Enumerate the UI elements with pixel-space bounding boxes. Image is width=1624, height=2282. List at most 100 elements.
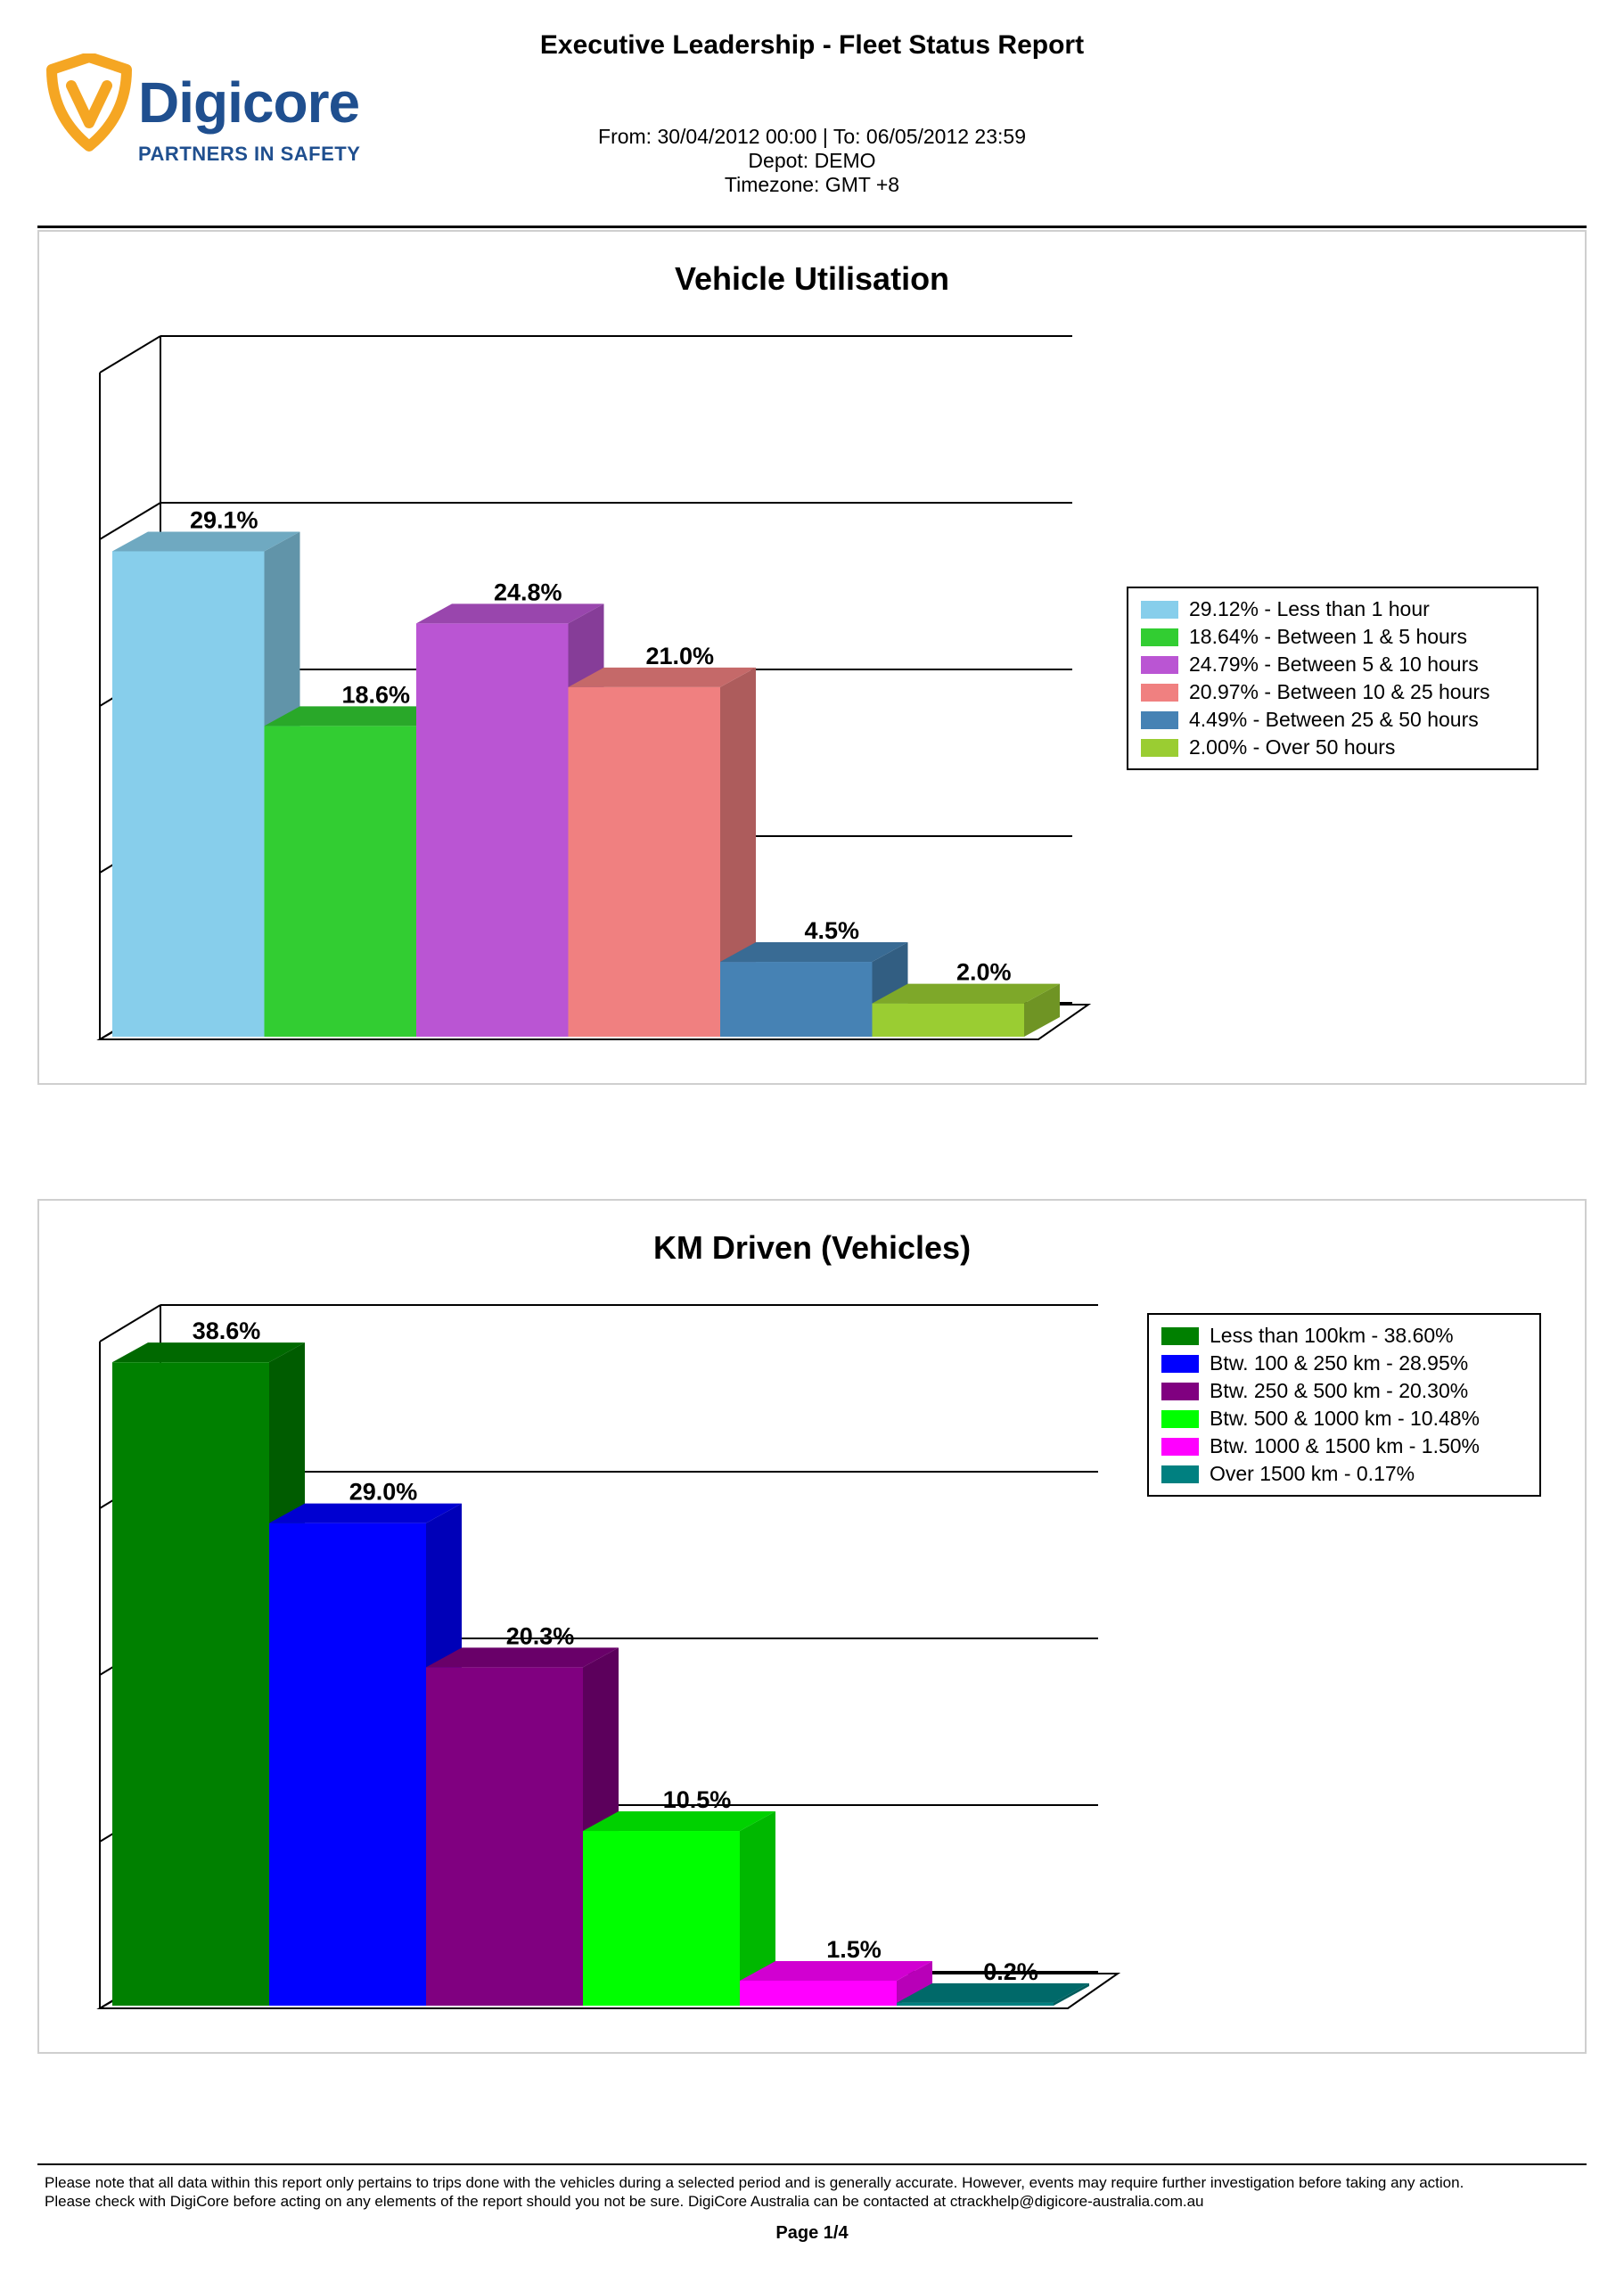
vehicle-utilisation-legend: 29.12% - Less than 1 hour 18.64% - Betwee… <box>1127 587 1538 770</box>
legend-item: Btw. 1000 & 1500 km - 1.50% <box>1161 1432 1527 1460</box>
footer-note-line-1: Please note that all data within this re… <box>45 2174 1464 2191</box>
bar-top <box>583 1811 775 1832</box>
data-label: 4.5% <box>804 917 859 944</box>
vehicle-utilisation-panel: Vehicle Utilisation 29.1% 18.6% 24.8% 21.0%… <box>37 230 1587 1085</box>
legend-item: Btw. 100 & 250 km - 28.95% <box>1161 1350 1527 1377</box>
logo-brand-text: Digicore <box>138 70 360 135</box>
legend-swatch <box>1161 1410 1199 1428</box>
bar-top <box>426 1647 619 1668</box>
bar <box>897 2002 1054 2006</box>
bar <box>269 1523 426 2006</box>
legend-item: 29.12% - Less than 1 hour <box>1141 595 1524 623</box>
legend-label: 18.64% - Between 1 & 5 hours <box>1189 625 1467 648</box>
bar-top <box>872 983 1060 1004</box>
bar <box>720 962 873 1037</box>
legend-item: Btw. 250 & 500 km - 20.30% <box>1161 1377 1527 1405</box>
bar-side <box>1024 983 1060 1037</box>
footer-note-line-2: Please check with DigiCore before acting… <box>45 2193 1204 2210</box>
bar <box>264 726 416 1037</box>
km-driven-chart: 38.6% 29.0% 20.3% 10.5% 1.5% 0.2% <box>96 1304 1121 2009</box>
legend-label: Btw. 1000 & 1500 km - 1.50% <box>1210 1434 1480 1457</box>
bar <box>740 1980 897 2006</box>
bar-top <box>740 1960 932 1981</box>
wall-tick <box>99 335 161 373</box>
data-label: 0.2% <box>983 1958 1038 1985</box>
bar <box>112 1362 269 2006</box>
bar <box>872 1003 1024 1037</box>
bar <box>416 623 569 1037</box>
legend-item: Less than 100km - 38.60% <box>1161 1322 1527 1350</box>
bar-top <box>897 1982 1089 2003</box>
report-meta: From: 30/04/2012 00:00 | To: 06/05/2012 … <box>0 125 1624 197</box>
legend-item: 4.49% - Between 25 & 50 hours <box>1141 706 1524 734</box>
legend-label: Btw. 250 & 500 km - 20.30% <box>1210 1379 1469 1402</box>
legend-label: Btw. 500 & 1000 km - 10.48% <box>1210 1407 1480 1430</box>
legend-label: 29.12% - Less than 1 hour <box>1189 597 1430 620</box>
legend-item: 24.79% - Between 5 & 10 hours <box>1141 651 1524 678</box>
data-label: 2.0% <box>956 959 1012 986</box>
legend-swatch <box>1141 739 1178 757</box>
legend-label: 24.79% - Between 5 & 10 hours <box>1189 653 1479 676</box>
report-depot: Depot: DEMO <box>748 149 876 172</box>
digicore-logo: Digicore PARTNERS IN SAFETY <box>45 53 383 169</box>
bar-side <box>1054 1982 1089 2006</box>
footer-disclaimer: Please note that all data within this re… <box>45 2173 1587 2211</box>
km-driven-legend: Less than 100km - 38.60% Btw. 100 & 250 k… <box>1147 1313 1541 1497</box>
legend-swatch <box>1161 1438 1199 1456</box>
legend-swatch <box>1141 684 1178 702</box>
data-label: 1.5% <box>826 1936 882 1963</box>
legend-label: 2.00% - Over 50 hours <box>1189 735 1396 759</box>
legend-label: 20.97% - Between 10 & 25 hours <box>1189 680 1490 703</box>
legend-label: 4.49% - Between 25 & 50 hours <box>1189 708 1479 731</box>
data-label: 38.6% <box>193 1317 261 1344</box>
legend-item: Over 1500 km - 0.17% <box>1161 1460 1527 1488</box>
report-period: From: 30/04/2012 00:00 | To: 06/05/2012 … <box>598 125 1026 148</box>
bar <box>112 551 265 1037</box>
vehicle-utilisation-chart: 29.1% 18.6% 24.8% 21.0% 4.5% 2.0% <box>96 335 1092 1040</box>
bar-top <box>264 706 452 726</box>
logo-tagline: PARTNERS IN SAFETY <box>138 143 361 165</box>
bar-top <box>720 942 908 963</box>
bar-top <box>416 603 604 624</box>
legend-swatch <box>1161 1327 1199 1345</box>
report-title: Executive Leadership - Fleet Status Repo… <box>539 30 1085 60</box>
bar-side <box>897 1960 932 2006</box>
bar-top <box>112 531 300 552</box>
legend-swatch <box>1141 601 1178 619</box>
bar-top <box>112 1342 305 1363</box>
bar <box>583 1831 740 2006</box>
legend-label: Less than 100km - 38.60% <box>1210 1324 1454 1347</box>
data-label: 29.1% <box>190 506 258 533</box>
data-label: 24.8% <box>494 579 562 605</box>
legend-label: Btw. 100 & 250 km - 28.95% <box>1210 1351 1469 1375</box>
wall-tick <box>99 502 161 540</box>
legend-label: Over 1500 km - 0.17% <box>1210 1462 1415 1485</box>
report-timezone: Timezone: GMT +8 <box>724 173 900 196</box>
header-divider <box>37 226 1587 228</box>
legend-item: Btw. 500 & 1000 km - 10.48% <box>1161 1405 1527 1432</box>
bar <box>426 1667 583 2006</box>
legend-swatch <box>1141 656 1178 674</box>
bar-side <box>740 1811 775 2006</box>
footer-divider <box>37 2163 1587 2165</box>
data-label: 21.0% <box>645 643 714 669</box>
legend-swatch <box>1161 1383 1199 1400</box>
data-label: 10.5% <box>663 1786 732 1813</box>
legend-swatch <box>1161 1465 1199 1483</box>
legend-swatch <box>1161 1355 1199 1373</box>
bar <box>568 686 720 1037</box>
legend-item: 2.00% - Over 50 hours <box>1141 734 1524 761</box>
legend-swatch <box>1141 711 1178 729</box>
data-label: 18.6% <box>341 681 410 708</box>
bar-top <box>269 1503 462 1523</box>
chart-title: KM Driven (Vehicles) <box>652 1229 972 1266</box>
legend-item: 18.64% - Between 1 & 5 hours <box>1141 623 1524 651</box>
bar-top <box>568 667 756 687</box>
chart-title: Vehicle Utilisation <box>674 260 950 297</box>
wall-tick <box>99 1304 161 1342</box>
shield-logo-icon <box>46 53 132 152</box>
km-driven-panel: KM Driven (Vehicles) 38.6% 29.0% 20.3% 10.5… <box>37 1199 1587 2054</box>
legend-item: 20.97% - Between 10 & 25 hours <box>1141 678 1524 706</box>
bar-side <box>720 667 756 1037</box>
page-number: Page 1/4 <box>775 2223 849 2243</box>
